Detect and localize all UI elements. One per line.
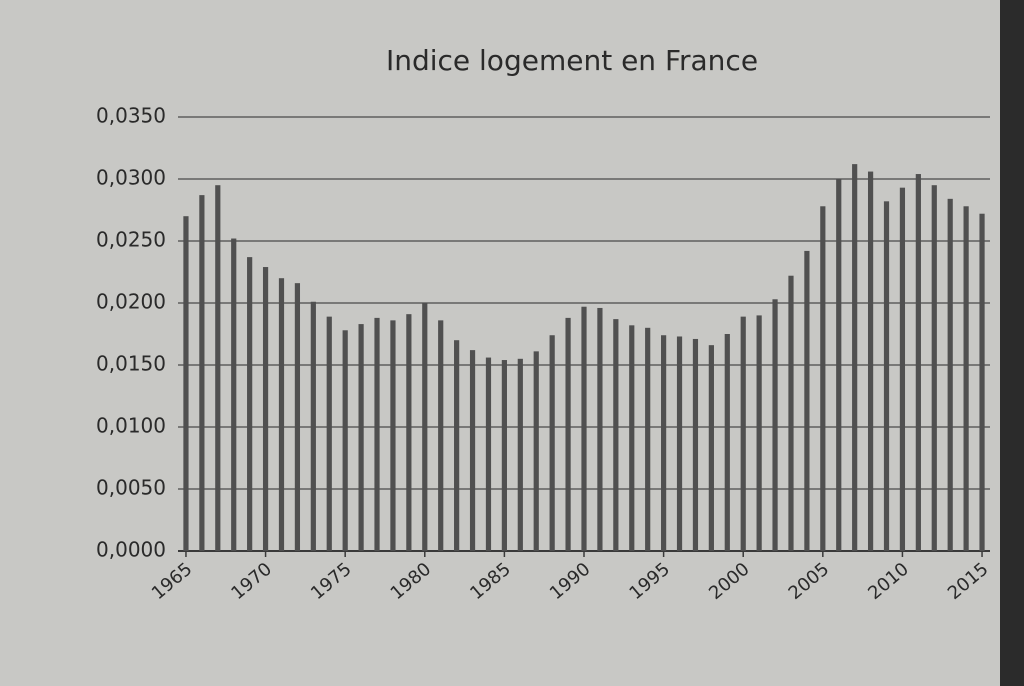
bar — [533, 351, 539, 551]
page-edge — [1000, 0, 1024, 686]
y-tick-label: 0,0150 — [96, 352, 166, 376]
bar — [645, 327, 651, 551]
bar — [899, 187, 906, 551]
bar — [963, 206, 969, 551]
bar — [231, 238, 237, 551]
y-tick-label: 0,0200 — [96, 290, 166, 314]
bar — [788, 275, 794, 551]
bar — [485, 357, 492, 551]
bar — [740, 316, 746, 551]
bar — [947, 198, 953, 551]
bar — [278, 278, 285, 551]
bar — [501, 360, 507, 551]
bar — [422, 303, 428, 551]
bar — [374, 317, 380, 551]
bar — [708, 345, 714, 551]
bar — [852, 164, 858, 551]
bar — [867, 171, 874, 551]
bar — [310, 301, 316, 551]
bar — [342, 330, 348, 551]
bar — [406, 314, 412, 551]
y-tick-label: 0,0050 — [96, 476, 166, 500]
bar — [661, 335, 667, 551]
bar — [438, 320, 444, 551]
bar — [262, 267, 269, 551]
bar — [724, 334, 730, 551]
bar — [836, 179, 842, 551]
bar — [454, 340, 460, 551]
bar — [390, 320, 396, 551]
y-tick-label: 0,0250 — [96, 228, 166, 252]
bar — [772, 299, 778, 551]
bar — [565, 317, 571, 551]
bar — [199, 195, 205, 551]
bar — [358, 324, 364, 551]
bar — [979, 213, 985, 551]
bar — [549, 335, 555, 551]
bar — [931, 185, 937, 551]
bar — [183, 216, 189, 551]
bar — [676, 336, 683, 551]
bar — [247, 257, 253, 551]
bar — [517, 358, 523, 551]
bar — [756, 315, 762, 551]
chart-title: Indice logement en France — [386, 44, 758, 77]
bar — [581, 306, 587, 551]
bar — [597, 307, 603, 551]
bar — [629, 325, 635, 551]
bar — [804, 250, 810, 552]
bar — [294, 283, 301, 551]
y-tick-label: 0,0350 — [96, 104, 166, 128]
bar — [613, 319, 619, 551]
y-tick-label: 0,0000 — [96, 538, 166, 562]
bar — [820, 206, 826, 551]
y-tick-label: 0,0300 — [96, 166, 166, 190]
y-tick-label: 0,0100 — [96, 414, 166, 438]
bar — [215, 185, 221, 551]
bar — [915, 174, 921, 552]
bar — [692, 338, 699, 551]
bar — [326, 316, 332, 551]
bar — [469, 350, 476, 551]
bar — [883, 201, 890, 551]
